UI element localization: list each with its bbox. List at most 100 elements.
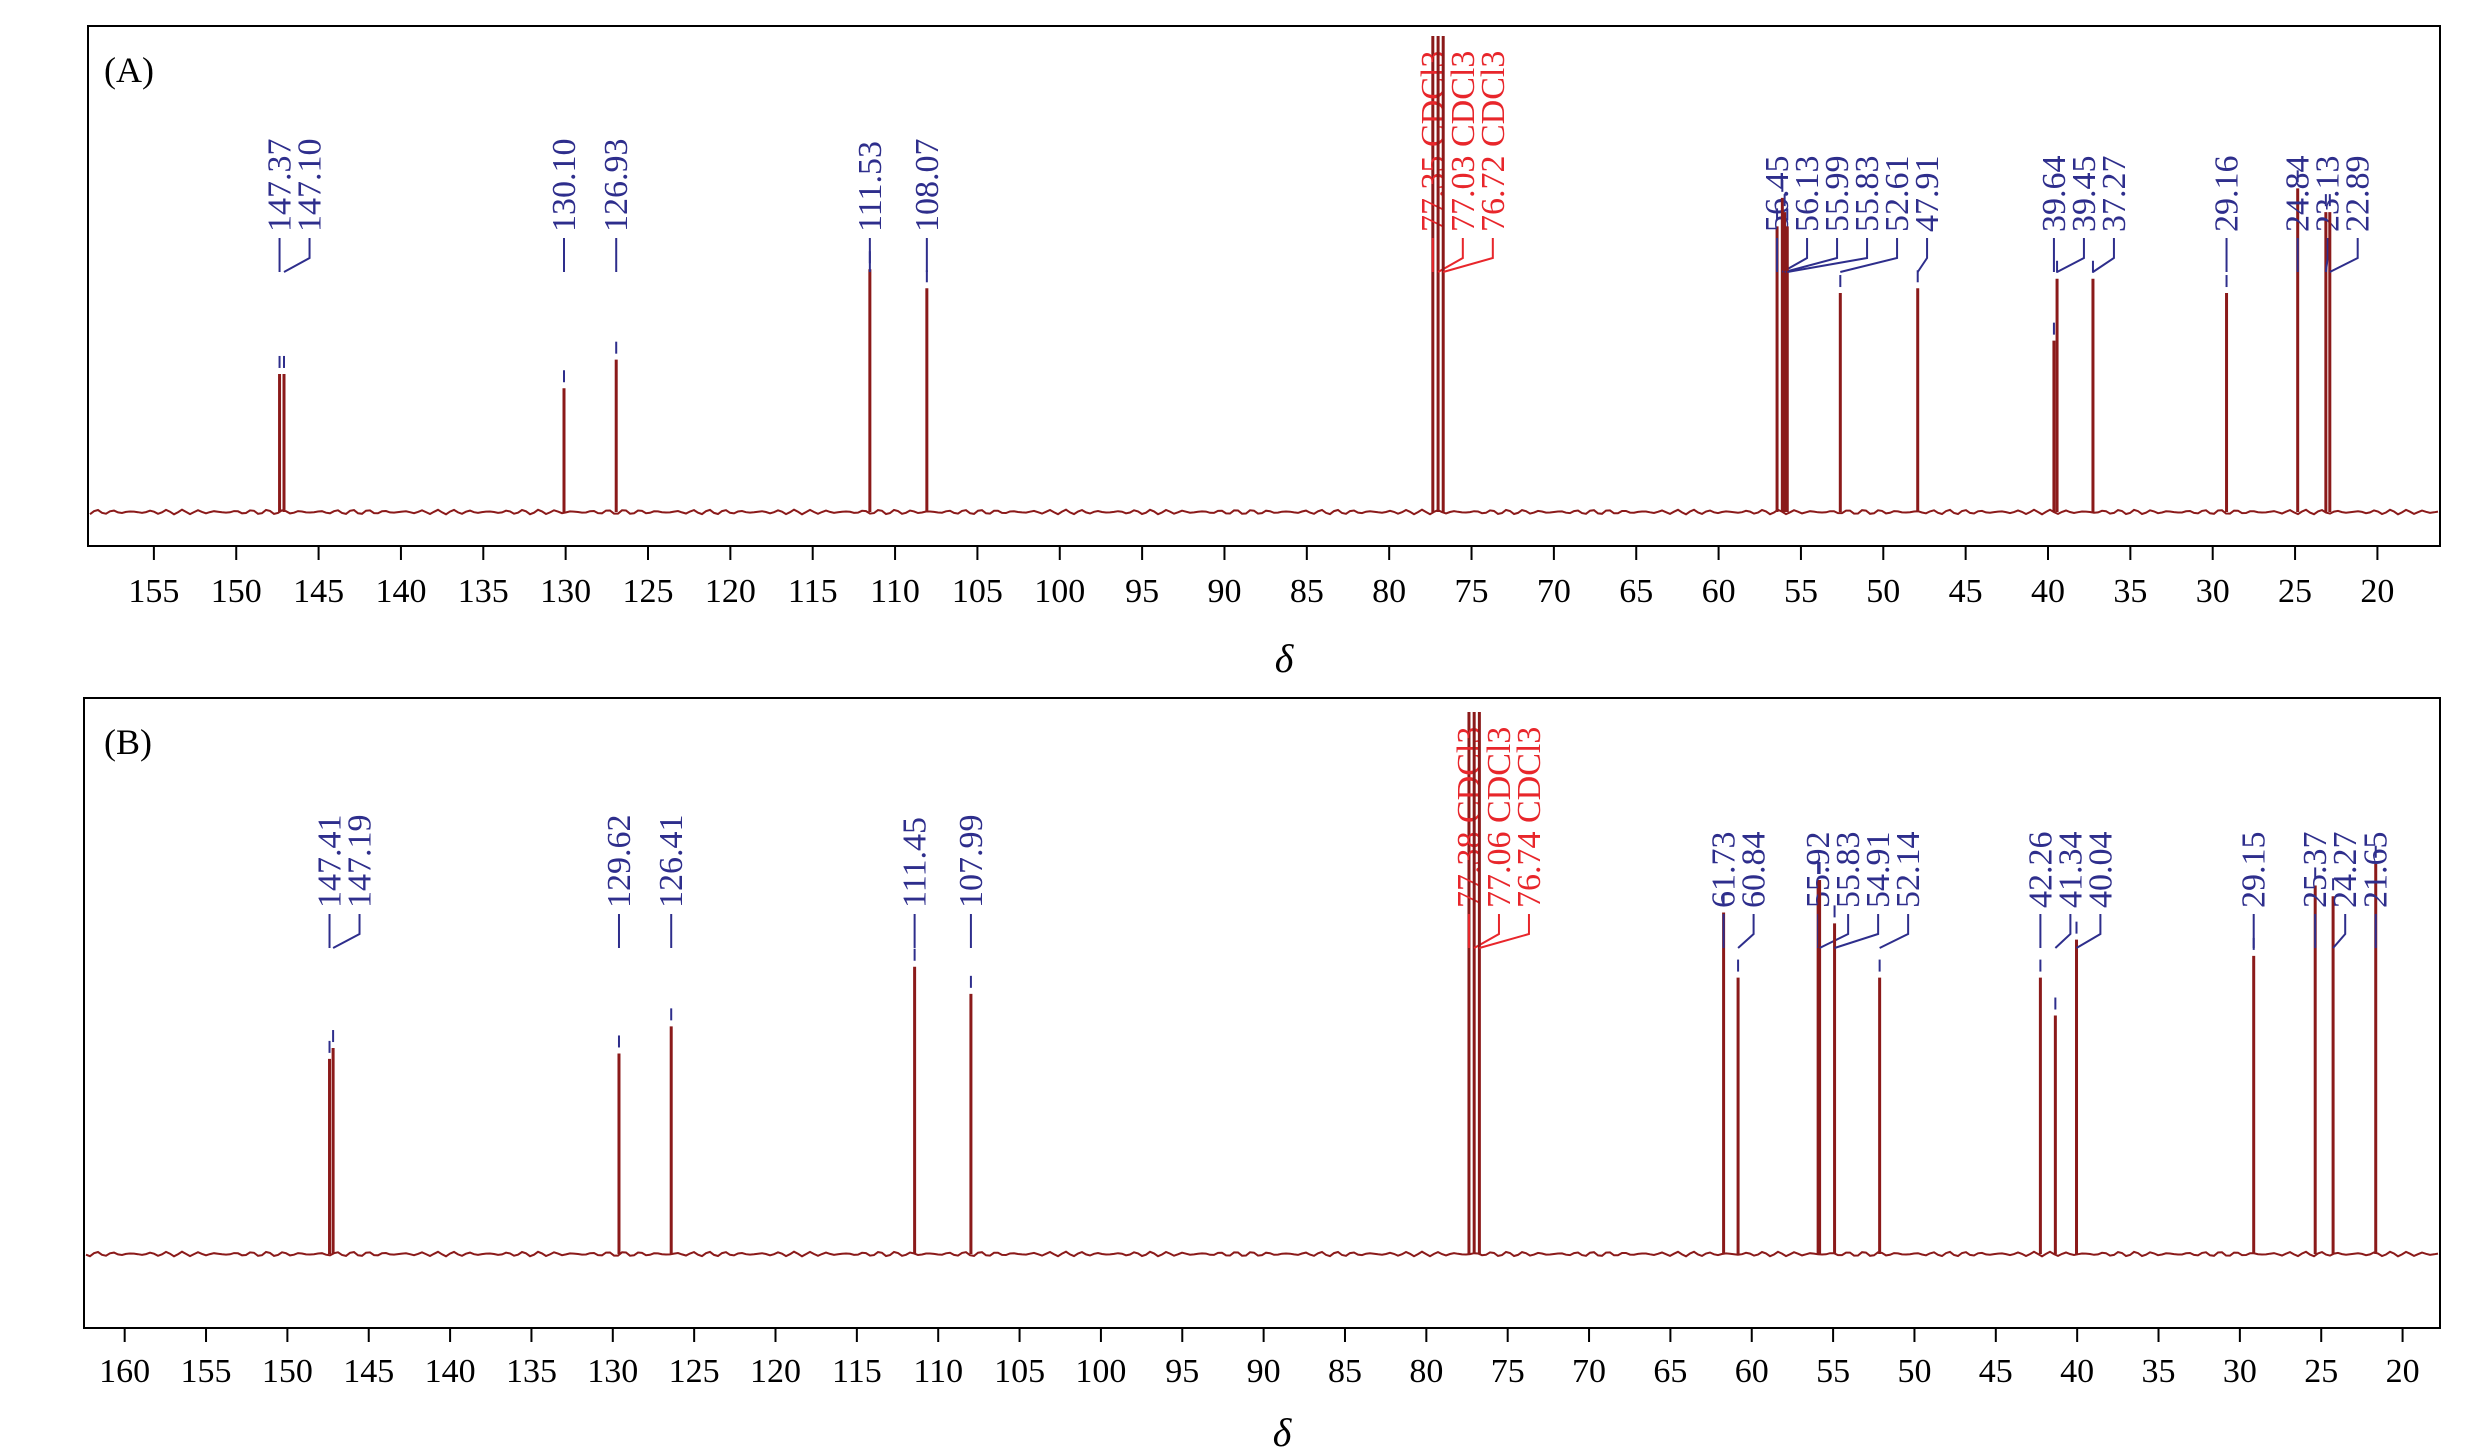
x-tick-label: 140 — [375, 573, 426, 610]
x-tick-label: 75 — [1491, 1353, 1525, 1390]
x-tick-label: 75 — [1455, 573, 1489, 610]
x-tick-label: 60 — [1735, 1353, 1769, 1390]
peak-label-connector — [1819, 914, 1850, 949]
peak-label: 126.41 — [653, 815, 690, 909]
peak-label: 61.73 — [1706, 832, 1743, 909]
x-tick-label: 70 — [1537, 573, 1571, 610]
peak-label: 107.99 — [953, 815, 990, 909]
peak-label: 55.99 — [1819, 156, 1856, 233]
peak-label: 129.62 — [601, 815, 638, 909]
peak-label: 147.10 — [292, 139, 329, 233]
x-tick-label: 105 — [994, 1353, 1045, 1390]
x-axis-label: δ — [1273, 1410, 1293, 1447]
x-tick-label: 65 — [1619, 573, 1653, 610]
x-tick-label: 50 — [1866, 573, 1900, 610]
peak-label-connector — [1879, 914, 1910, 949]
x-tick-label: 35 — [2142, 1353, 2176, 1390]
peak-label-connector — [2329, 238, 2359, 273]
x-tick-label: 125 — [623, 573, 674, 610]
x-tick-label: 40 — [2031, 573, 2065, 610]
x-tick-label: 30 — [2223, 1353, 2257, 1390]
peak-label-connector — [1737, 914, 1755, 949]
x-tick-label: 150 — [262, 1353, 313, 1390]
x-tick-label: 80 — [1372, 573, 1406, 610]
peak-label: 39.45 — [2066, 156, 2103, 233]
x-tick-label: 30 — [2196, 573, 2230, 610]
peak-label-connector — [1784, 238, 1839, 273]
spectrum-baseline — [85, 1250, 2439, 1258]
plot-frame — [83, 697, 2441, 1329]
peak-label-connector — [1781, 238, 1809, 273]
peak-label-connector — [2092, 238, 2115, 273]
x-tick-label: 55 — [1784, 573, 1818, 610]
x-tick-label: 120 — [750, 1353, 801, 1390]
x-tick-label: 35 — [2113, 573, 2147, 610]
peak-label: 29.15 — [2236, 832, 2273, 909]
x-tick-label: 135 — [506, 1353, 557, 1390]
peak-label: 60.84 — [1736, 832, 1773, 909]
x-tick-label: 145 — [293, 573, 344, 610]
x-tick-label: 80 — [1409, 1353, 1443, 1390]
peak-label-connector — [1787, 238, 1869, 273]
peak-label: 25.37 — [2297, 832, 2334, 909]
x-tick-label: 50 — [1897, 1353, 1931, 1390]
x-tick-label: 105 — [952, 573, 1003, 610]
peak-label-connector — [332, 914, 361, 949]
x-tick-label: 90 — [1207, 573, 1241, 610]
peak-label: 22.89 — [2340, 156, 2377, 233]
peak-label: 147.19 — [342, 815, 379, 909]
spectrum-panel-a: (A) 155 150 145 140 135 130 125 120 115 110 105 100 9… — [87, 25, 2441, 681]
x-tick-label: 110 — [870, 573, 920, 610]
x-tick-label: 125 — [669, 1353, 720, 1390]
x-axis-label: δ — [1275, 636, 1295, 681]
peak-label-connector — [283, 238, 311, 273]
solvent-peak-label: 76.72 CDCl3 — [1475, 51, 1512, 232]
x-tick-label: 135 — [458, 573, 509, 610]
spectrum-panel-b: (B) 160 155 150 145 140 135 130 125 120 115 110 105 1… — [83, 697, 2441, 1447]
peak-label: 24.27 — [2327, 832, 2364, 909]
peak-label: 52.61 — [1879, 156, 1916, 233]
peak-label: 111.45 — [897, 817, 934, 908]
peak-label-connector — [2076, 914, 2102, 949]
solvent-peak-label: 77.03 CDCl3 — [1445, 51, 1482, 232]
x-tick-label: 140 — [425, 1353, 476, 1390]
x-tick-label: 55 — [1816, 1353, 1850, 1390]
peak-label: 55.83 — [1830, 832, 1867, 909]
peak-label: 55.83 — [1849, 156, 1886, 233]
x-tick-label: 115 — [788, 573, 838, 610]
panel-label: (A) — [104, 50, 154, 90]
x-tick-label: 130 — [540, 573, 591, 610]
peak-label: 52.14 — [1890, 832, 1927, 909]
x-tick-label: 85 — [1290, 573, 1324, 610]
peak-label: 147.41 — [312, 815, 349, 909]
panel-label: (B) — [104, 722, 152, 762]
solvent-peak-label: 76.74 CDCl3 — [1511, 727, 1548, 908]
peak-label-connector — [2332, 914, 2347, 949]
peak-label: 147.37 — [262, 139, 299, 233]
peak-label: 47.91 — [1909, 156, 1946, 233]
x-tick-label: 150 — [211, 573, 262, 610]
x-tick-label: 20 — [2386, 1353, 2420, 1390]
peak-label-connector — [1840, 238, 1899, 273]
x-tick-label: 130 — [587, 1353, 638, 1390]
x-tick-label: 155 — [128, 573, 179, 610]
x-tick-label: 160 — [99, 1353, 150, 1390]
x-tick-label: 120 — [705, 573, 756, 610]
x-tick-label: 90 — [1247, 1353, 1281, 1390]
peak-label: 21.65 — [2358, 832, 2395, 909]
peak-label-connector — [1916, 238, 1929, 273]
plot-frame — [87, 25, 2441, 547]
peak-label: 56.45 — [1759, 156, 1796, 233]
x-tick-label: 45 — [1979, 1353, 2013, 1390]
x-tick-label: 95 — [1165, 1353, 1199, 1390]
peak-label: 42.26 — [2022, 832, 2059, 909]
peak-label-connector — [1834, 914, 1880, 949]
peak-label: 130.10 — [546, 139, 583, 233]
x-tick-label: 95 — [1125, 573, 1159, 610]
peak-label-connector — [1437, 238, 1464, 273]
x-tick-label: 40 — [2060, 1353, 2094, 1390]
peak-label: 108.07 — [909, 139, 946, 233]
peak-label-connector — [1442, 238, 1494, 273]
peak-label: 41.34 — [2052, 832, 2089, 909]
